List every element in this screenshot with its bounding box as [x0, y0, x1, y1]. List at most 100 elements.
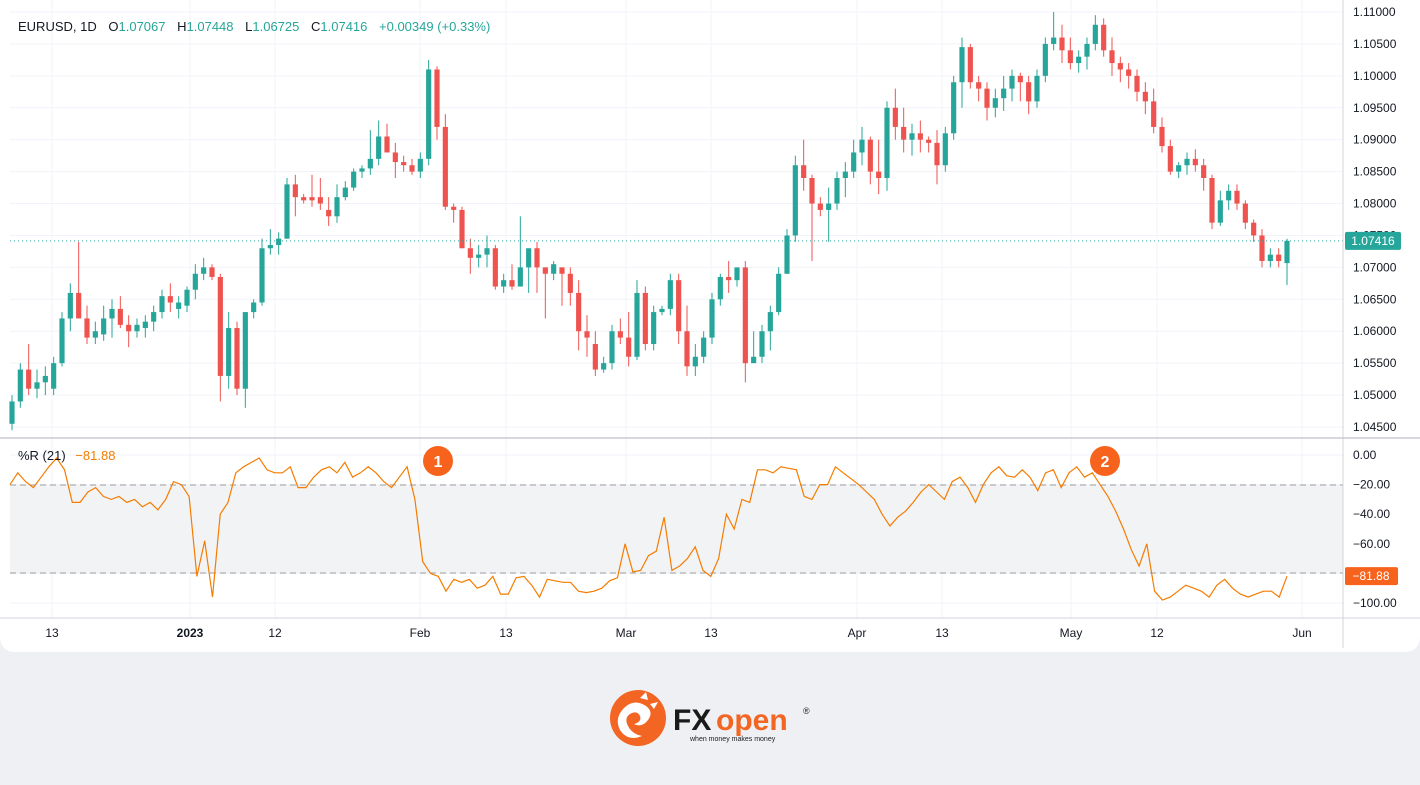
- candle-body: [1034, 75, 1040, 102]
- candle-body: [484, 248, 490, 255]
- time-tick-label: 13: [704, 626, 718, 640]
- candle-body: [1092, 24, 1098, 44]
- candle: [1117, 56, 1123, 83]
- candle: [459, 206, 465, 249]
- candle-body: [1276, 254, 1282, 261]
- candle: [401, 155, 407, 172]
- candle-body: [1051, 37, 1057, 44]
- candle-body: [534, 248, 540, 268]
- candle-body: [1076, 56, 1082, 64]
- candle: [892, 88, 898, 140]
- candle-body: [717, 276, 723, 300]
- candle: [217, 273, 223, 402]
- logo-tagline: when money makes money: [689, 736, 776, 743]
- candle-body: [251, 302, 257, 313]
- wr-tick-label: −40.00: [1353, 507, 1390, 521]
- candle: [17, 363, 23, 408]
- candle: [567, 267, 573, 306]
- candle: [1259, 229, 1265, 268]
- price-tick-label: 1.08500: [1353, 165, 1397, 179]
- candle: [167, 283, 173, 313]
- candle: [1009, 69, 1015, 102]
- candle-body: [509, 280, 515, 287]
- candle-body: [476, 254, 482, 258]
- candle-body: [1009, 75, 1015, 89]
- candle: [767, 305, 773, 351]
- candle-body: [917, 133, 923, 140]
- candle: [1251, 219, 1257, 242]
- candle-body: [959, 47, 965, 83]
- candle-body: [1117, 63, 1123, 70]
- candle: [59, 312, 65, 367]
- candle: [184, 286, 190, 313]
- open-value: 1.07067: [119, 19, 166, 34]
- candle: [1126, 63, 1132, 89]
- candle: [159, 289, 165, 319]
- candle-body: [9, 401, 15, 424]
- candle-body: [17, 369, 23, 402]
- candle-body: [84, 318, 90, 338]
- candle-body: [1017, 75, 1023, 83]
- candle: [359, 165, 365, 178]
- candle: [626, 312, 632, 367]
- candle: [192, 264, 198, 300]
- candle-body: [442, 126, 448, 207]
- candle-body: [701, 337, 707, 357]
- candle-body: [359, 168, 365, 172]
- candle-body: [492, 248, 498, 287]
- candle: [934, 130, 940, 185]
- candle: [617, 318, 623, 344]
- candle-body: [201, 267, 207, 274]
- candle: [201, 257, 207, 281]
- candle: [817, 197, 823, 217]
- candle: [176, 296, 182, 319]
- candle: [426, 59, 432, 166]
- candle: [1226, 184, 1232, 210]
- time-tick-label: May: [1060, 626, 1083, 640]
- candle-body: [309, 197, 315, 201]
- candle-body: [542, 267, 548, 274]
- candle: [376, 120, 382, 166]
- candle-body: [551, 264, 557, 274]
- candle: [659, 305, 665, 316]
- candle-body: [967, 47, 973, 83]
- candle: [1059, 24, 1065, 64]
- candle-body: [734, 267, 740, 281]
- candle: [1092, 15, 1098, 51]
- candle-body: [1067, 50, 1073, 64]
- candle-body: [426, 69, 432, 159]
- candle-body: [226, 328, 232, 376]
- candle: [1042, 37, 1048, 83]
- price-tick-label: 1.11000: [1353, 5, 1396, 19]
- candle: [1267, 248, 1273, 268]
- candle: [1026, 75, 1032, 115]
- candle-body: [909, 133, 915, 140]
- wr-tick-label: −20.00: [1353, 478, 1390, 492]
- candle-body: [1167, 146, 1173, 172]
- candle-body: [642, 292, 648, 344]
- candle-body: [1159, 126, 1165, 147]
- low-value: 1.06725: [252, 19, 299, 34]
- candle-body: [884, 107, 890, 178]
- candle: [1201, 158, 1207, 191]
- fxopen-logo[interactable]: FX open ® when money makes money: [610, 690, 810, 746]
- wr-tick-label: −100.00: [1353, 596, 1397, 610]
- candle: [267, 229, 273, 255]
- marker-2: 2: [1090, 446, 1120, 476]
- candle: [592, 331, 598, 376]
- candle-body: [367, 158, 373, 169]
- candle: [1209, 174, 1215, 230]
- candle: [951, 75, 957, 140]
- candle-body: [601, 363, 607, 370]
- candle: [234, 321, 240, 396]
- wr-axis: 0.00−20.00−40.00−60.00−80.00−100.00: [1353, 448, 1397, 610]
- candle: [1176, 162, 1182, 178]
- svg-text:2: 2: [1101, 454, 1110, 471]
- candle: [926, 136, 932, 153]
- candle: [1001, 75, 1007, 111]
- trading-chart[interactable]: 1.11000 1.10500 1.10000 1.09500 1.09000 1.085…: [0, 0, 1420, 652]
- low-label: L: [245, 19, 252, 34]
- candle-body: [334, 197, 340, 217]
- wr-tick-label: −60.00: [1353, 537, 1390, 551]
- wr-tick-label: 0.00: [1353, 448, 1377, 462]
